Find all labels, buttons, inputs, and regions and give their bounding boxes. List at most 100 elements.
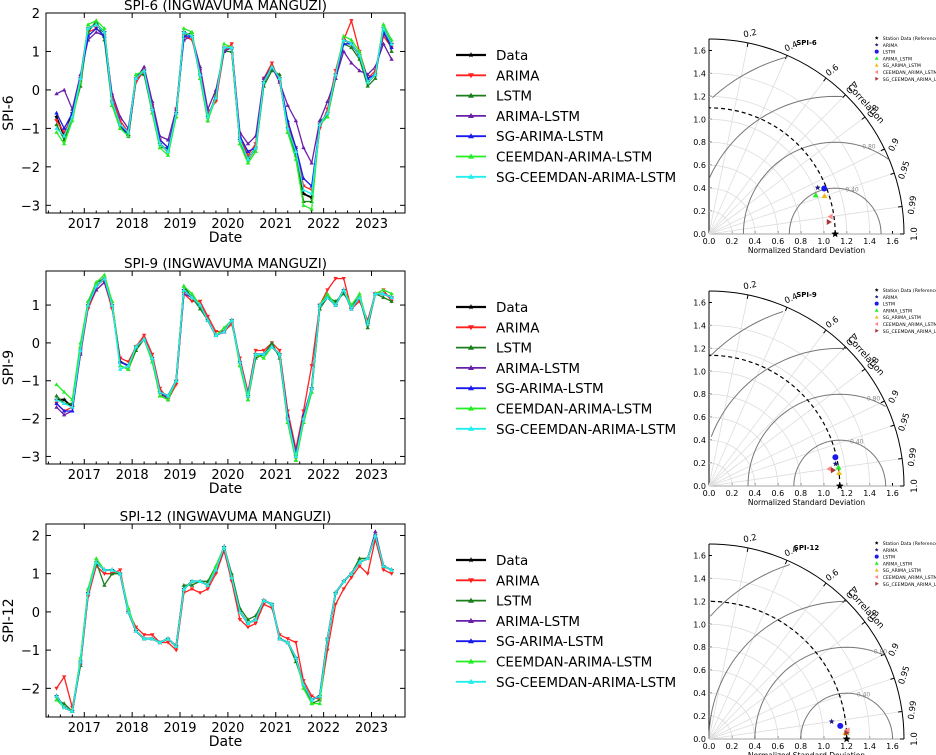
taylor-diagram-1: 0.00.0 0.2 0.2 0.4 0.4 0.6 0.6 0.8 0.8 1.0 1.0 1.2 1… xyxy=(693,28,936,255)
taylor-point-LSTM xyxy=(837,722,844,729)
corr-tick xyxy=(784,307,788,312)
series-marker xyxy=(102,30,107,34)
series-marker xyxy=(61,126,67,130)
series-marker xyxy=(189,299,195,304)
std-tick-label: 1.0 xyxy=(817,489,830,498)
series-marker xyxy=(285,637,290,641)
legend-label: ARIMA-LSTM xyxy=(496,614,580,630)
legend-marker xyxy=(468,153,474,159)
series-marker xyxy=(381,26,386,30)
legend-label: ARIMA xyxy=(496,320,540,336)
series-marker xyxy=(253,621,258,626)
series-marker xyxy=(237,609,243,614)
taylor-legend-label: Station Data (Reference) xyxy=(883,288,936,294)
legend-label: LSTM xyxy=(496,89,532,105)
taylor-legend-marker xyxy=(875,581,879,586)
series-marker xyxy=(261,80,266,84)
legend-marker xyxy=(468,304,474,310)
rms-arc xyxy=(788,187,882,235)
corr-line xyxy=(708,346,846,487)
series-marker xyxy=(54,110,59,115)
std-tick-label: 1.2 xyxy=(840,742,853,751)
corr-line xyxy=(708,172,895,235)
taylor-legend-label: ARIMA xyxy=(883,43,899,49)
series-marker xyxy=(126,133,131,138)
taylor-title: SPI-6 xyxy=(796,39,817,47)
series-marker xyxy=(61,701,67,706)
x-tick-label: 2022 xyxy=(307,721,340,736)
series-ARIMA xyxy=(54,537,394,710)
taylor-point-LSTM xyxy=(832,454,839,461)
series-marker xyxy=(117,114,123,119)
legend: Data ARIMA LSTM ARIMA-LSTM SG-ARIMA-LSTM CEEM… xyxy=(456,300,676,438)
series-marker xyxy=(221,544,227,549)
rms-tick-label: 0.40 xyxy=(850,438,864,445)
series-marker xyxy=(365,325,370,330)
series-marker xyxy=(165,153,171,157)
series-marker xyxy=(94,287,99,292)
std-tick-label: 0.8 xyxy=(693,138,706,147)
series-line-SG-ARIMA-LSTM xyxy=(55,533,392,713)
taylor-legend-label: SG_CEEMDAN_ARIMA_LSTM xyxy=(883,582,936,588)
std-tick-label: 1.0 xyxy=(693,115,706,124)
corr-line xyxy=(708,547,749,740)
std-tick-label: 0.8 xyxy=(794,237,807,246)
rms-arc xyxy=(747,393,886,487)
y-axis-label: SPI-9 xyxy=(1,350,17,385)
series-marker xyxy=(61,401,67,405)
std-tick-label: 1.6 xyxy=(886,489,899,498)
taylor-legend-marker xyxy=(874,56,879,60)
series-marker xyxy=(349,41,354,46)
std-tick-label: 0.4 xyxy=(749,489,762,498)
series-marker xyxy=(54,122,59,127)
series-marker xyxy=(357,564,362,569)
series-marker xyxy=(150,636,155,641)
corr-tick-label: 0.2 xyxy=(743,280,758,293)
series-Data xyxy=(54,532,395,714)
series-marker xyxy=(389,299,394,303)
legend-marker xyxy=(468,578,474,584)
std-arc xyxy=(708,578,870,740)
corr-tick-label: 0.4 xyxy=(783,40,799,55)
y-tick-label: −1 xyxy=(21,375,40,390)
taylor-point-SG_CEEMDAN_ARIMA_LSTM xyxy=(826,218,832,225)
std-arc xyxy=(708,439,756,487)
corr-tick xyxy=(746,294,749,299)
spi-panel-2: SPI-9 (INGWAVUMA MANGUZI) 2017 2018 2019 202… xyxy=(1,256,676,497)
series-marker xyxy=(317,302,322,307)
taylor-point-SG_CEEMDAN_ARIMA_LSTM xyxy=(844,729,850,736)
series-marker xyxy=(221,329,227,334)
series-marker xyxy=(197,302,203,307)
series-marker xyxy=(389,567,394,572)
y-tick-label: 0 xyxy=(32,337,40,352)
corr-line xyxy=(708,621,866,740)
series-marker xyxy=(126,367,131,371)
series-marker xyxy=(301,203,306,207)
series-marker xyxy=(94,283,99,288)
series-marker xyxy=(165,149,171,154)
legend-label: ARIMA xyxy=(496,573,540,589)
series-marker xyxy=(181,582,187,587)
series-marker xyxy=(293,640,299,645)
series-marker xyxy=(205,314,210,319)
x-tick-label: 2023 xyxy=(355,217,388,232)
series-marker xyxy=(389,45,394,50)
corr-line xyxy=(708,55,788,235)
series-marker xyxy=(102,572,107,576)
series-marker xyxy=(341,579,346,583)
series-marker xyxy=(341,49,346,54)
std-tick-label: 0.4 xyxy=(749,237,762,246)
series-marker xyxy=(253,352,258,356)
series-marker xyxy=(94,560,99,564)
legend-marker xyxy=(468,678,474,684)
corr-line xyxy=(708,94,846,235)
std-tick-label: 1.4 xyxy=(693,321,706,330)
series-marker xyxy=(189,579,195,583)
taylor-diagram-3: 0.00.0 0.2 0.2 0.4 0.4 0.6 0.6 0.8 0.8 1.0 1.0 1.2 1… xyxy=(693,533,936,755)
series-marker xyxy=(205,317,210,322)
plot-frame xyxy=(45,12,406,214)
x-tick-label: 2017 xyxy=(68,217,101,232)
legend-marker xyxy=(468,425,474,431)
std-tick-label: 0.6 xyxy=(693,413,706,422)
series-marker xyxy=(197,72,203,77)
